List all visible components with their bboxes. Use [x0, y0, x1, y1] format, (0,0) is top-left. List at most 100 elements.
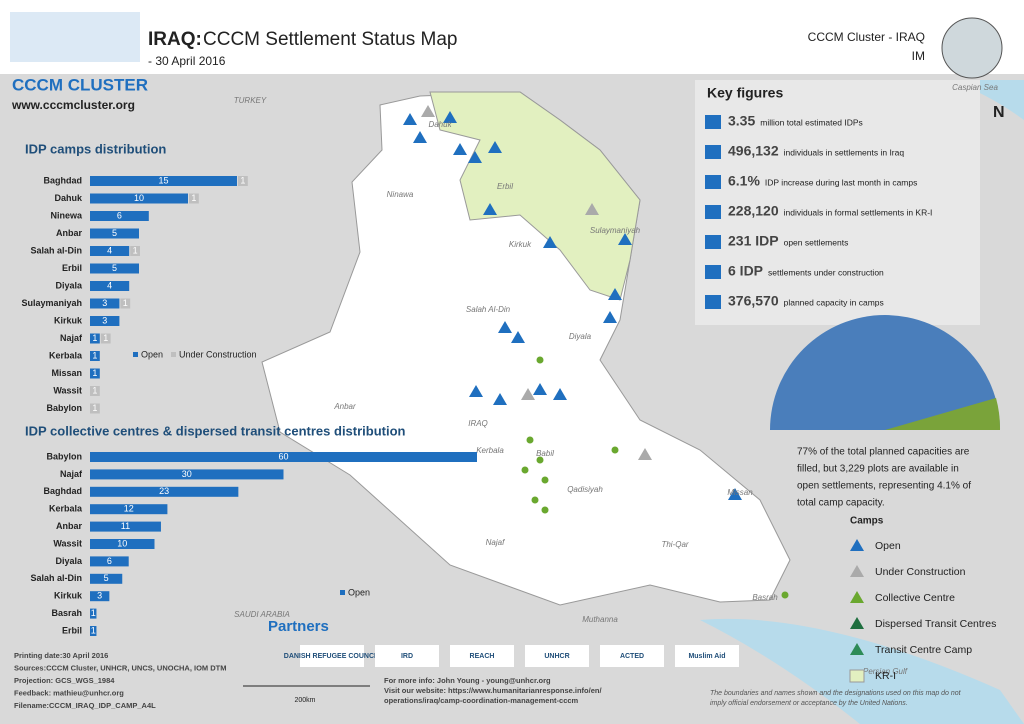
- bar: [90, 608, 97, 619]
- category-label: Baghdad: [43, 486, 82, 496]
- bar: [90, 333, 100, 344]
- bar-value: 30: [182, 469, 192, 479]
- figure-icon: [705, 115, 721, 129]
- key-figures-title: Key figures: [707, 85, 783, 101]
- figure-value: 496,132: [728, 143, 779, 159]
- category-label: Erbil: [62, 263, 82, 273]
- category-label: Kirkuk: [54, 591, 83, 601]
- capacity-note: total camp capacity.: [797, 498, 885, 509]
- map-label: SAUDI ARABIA: [234, 610, 290, 619]
- bar-value: 3: [102, 315, 107, 325]
- map-label: TURKEY: [234, 96, 267, 105]
- bar-value: 1: [92, 333, 97, 343]
- bar: [130, 246, 140, 256]
- partner-logo-box: [675, 645, 739, 667]
- bar: [189, 193, 199, 204]
- header-band: [0, 0, 1024, 74]
- camp-open-symbol: [413, 131, 427, 143]
- map-label: Muthanna: [582, 615, 618, 624]
- bar-value: 10: [117, 538, 127, 548]
- map-label: Caspian Sea: [952, 83, 998, 92]
- map-label: Babil: [536, 449, 554, 458]
- bar-value: 3: [102, 298, 107, 308]
- collective-symbol: [541, 506, 549, 514]
- camp-open-symbol: [603, 311, 617, 323]
- camp-uc-symbol: [421, 105, 435, 117]
- legend-label: Open: [875, 540, 901, 552]
- category-label: Babylon: [46, 451, 82, 461]
- category-label: Salah al-Din: [30, 573, 82, 583]
- camp-open-symbol: [533, 383, 547, 395]
- figure-value: 231 IDP: [728, 233, 779, 249]
- collective-symbol: [611, 446, 619, 454]
- bar: [90, 386, 100, 396]
- partner-logo-box: [375, 645, 439, 667]
- bar: [90, 486, 239, 497]
- partner-logo-box: [600, 645, 664, 667]
- logo-figures: [10, 12, 140, 62]
- legend-symbol: [850, 617, 864, 629]
- bar: [90, 281, 130, 291]
- category-label: Najaf: [60, 469, 83, 479]
- capacity-filled: [770, 315, 1000, 430]
- figure-text: million total estimated IDPs: [760, 117, 863, 127]
- bar-value: 6: [107, 556, 112, 566]
- partners-title: Partners: [268, 618, 329, 635]
- category-label: Basrah: [51, 608, 82, 618]
- camp-open-symbol: [483, 203, 497, 215]
- category-label: Baghdad: [43, 175, 82, 185]
- bar-value: 12: [124, 504, 134, 514]
- category-label: Kerbala: [49, 504, 83, 514]
- figure-text: individuals in formal settlements in KR-…: [784, 207, 933, 217]
- legend-label: Open: [348, 587, 370, 597]
- camp-uc-symbol: [521, 388, 535, 400]
- figure-text: settlements under construction: [768, 267, 884, 277]
- collective-symbol: [521, 466, 529, 474]
- legend-swatch: [849, 669, 865, 683]
- map-label: Basrah: [752, 593, 778, 602]
- map-label: Ninawa: [387, 190, 414, 199]
- category-label: Anbar: [56, 521, 83, 531]
- partner-logo: DANISH REFUGEE COUNCIL: [284, 653, 381, 660]
- category-label: Babylon: [46, 403, 82, 413]
- footer-line: Sources:CCCM Cluster, UNHCR, UNCS, UNOCH…: [14, 663, 227, 672]
- map-label: Missan: [727, 488, 753, 497]
- bar: [90, 469, 284, 480]
- contact-line: operations/iraq/camp-coordination-manage…: [384, 696, 579, 705]
- figure-value: 228,120: [728, 203, 779, 219]
- camp-open-symbol: [468, 151, 482, 163]
- disclaimer: The boundaries and names shown and the d…: [710, 690, 962, 697]
- bar-value: 1: [240, 175, 245, 185]
- bar-value: 10: [134, 193, 144, 203]
- category-label: Wassit: [53, 538, 82, 548]
- date: - 30 April 2016: [148, 54, 226, 68]
- map-label: Anbar: [333, 402, 356, 411]
- camp-uc-symbol: [638, 448, 652, 460]
- category-label: Diyala: [55, 280, 83, 290]
- partner-logo: UNHCR: [544, 653, 569, 660]
- partner-logo: Muslim Aid: [688, 653, 725, 660]
- bar-value: 5: [112, 263, 117, 273]
- legend-title: Camps: [850, 516, 884, 527]
- footer-line: Printing date:30 April 2016: [14, 651, 108, 660]
- partner-logo-box: [450, 645, 514, 667]
- legend-symbol: [850, 565, 864, 577]
- camp-open-symbol: [403, 113, 417, 125]
- figure-text: IDP increase during last month in camps: [765, 177, 917, 187]
- figure-text: individuals in settlements in Iraq: [784, 147, 905, 157]
- category-label: Salah al-Din: [30, 245, 82, 255]
- category-label: Najaf: [60, 333, 83, 343]
- camp-open-symbol: [618, 233, 632, 245]
- capacity-note: open settlements, representing 4.1% of: [797, 481, 971, 492]
- map-label: Sulaymaniyah: [590, 226, 641, 235]
- legend-symbol: [850, 591, 864, 603]
- bar-value: 1: [91, 608, 96, 618]
- partner-logo-box: [300, 645, 364, 667]
- scale-label: 200km: [294, 697, 315, 704]
- website: www.cccmcluster.org: [11, 98, 135, 112]
- map-label: Kerbala: [476, 446, 504, 455]
- bar: [90, 556, 129, 567]
- category-label: Anbar: [56, 228, 83, 238]
- bar-value: 11: [121, 521, 130, 531]
